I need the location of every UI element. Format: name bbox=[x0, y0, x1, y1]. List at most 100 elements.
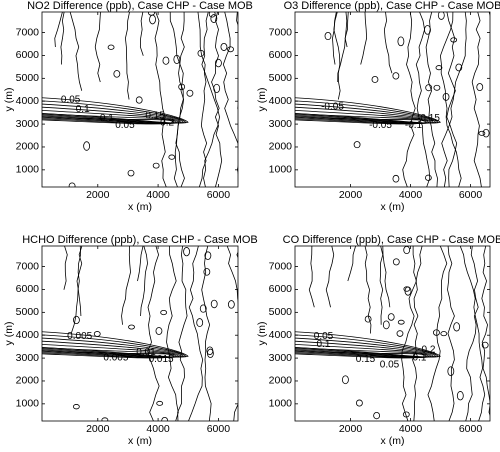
contour-ring bbox=[392, 72, 400, 80]
contour-ring bbox=[155, 327, 163, 335]
x-tick-label: 2000 bbox=[86, 189, 110, 201]
contour-ring bbox=[173, 54, 181, 65]
contour-line bbox=[325, 246, 335, 308]
contour-label: 0.1 bbox=[76, 104, 90, 115]
contour-line bbox=[481, 246, 490, 417]
y-tick-label: 2000 bbox=[269, 141, 293, 153]
contour-line bbox=[360, 12, 368, 65]
contour-label: 0.05 bbox=[380, 360, 400, 371]
contour-label: 0.05 bbox=[115, 120, 135, 131]
contour-label: -0.15 bbox=[417, 113, 440, 124]
contour-line bbox=[188, 246, 204, 421]
contour-ring bbox=[392, 258, 400, 266]
contour-line bbox=[440, 12, 462, 187]
contour-ring bbox=[324, 31, 332, 41]
contour-label: 0.15 bbox=[356, 354, 376, 365]
contour-line bbox=[347, 246, 357, 282]
y-tick-label: 1000 bbox=[269, 398, 293, 410]
contours bbox=[295, 246, 490, 421]
contour-line bbox=[295, 331, 441, 358]
x-tick-label: 2000 bbox=[339, 423, 363, 435]
contour-ring bbox=[450, 37, 458, 43]
contour-ring bbox=[402, 411, 410, 418]
contour-line bbox=[379, 246, 384, 325]
contour-ring bbox=[442, 92, 450, 101]
contour-ring bbox=[203, 268, 211, 276]
contour-ring bbox=[424, 174, 432, 181]
y-tick-label: 1000 bbox=[269, 164, 293, 176]
contour-label: -0.1 bbox=[405, 120, 423, 131]
y-tick-label: 2000 bbox=[16, 141, 40, 153]
contour-line bbox=[222, 12, 238, 175]
contour-ring bbox=[199, 304, 207, 313]
contour-ring bbox=[396, 330, 404, 337]
contour-ring bbox=[72, 404, 80, 410]
y-tick-label: 3000 bbox=[269, 118, 293, 130]
contour-line bbox=[42, 347, 177, 359]
contour-line bbox=[344, 12, 349, 48]
contour-line bbox=[333, 12, 341, 100]
contour-line bbox=[233, 251, 238, 421]
contour-ring bbox=[196, 318, 204, 328]
contour-label: 0.1 bbox=[317, 339, 331, 350]
x-tick-label: 6000 bbox=[459, 423, 483, 435]
contour-ring bbox=[382, 320, 390, 330]
contour-line bbox=[177, 246, 188, 421]
contour-line bbox=[42, 97, 189, 124]
y-tick-label: 3000 bbox=[16, 118, 40, 130]
contour-line bbox=[201, 12, 220, 187]
contour-ring bbox=[481, 341, 489, 349]
contour-line bbox=[401, 246, 417, 421]
contour-line bbox=[42, 331, 189, 358]
x-tick-label: 4000 bbox=[399, 189, 423, 201]
contour-ring bbox=[373, 411, 381, 420]
contour-line bbox=[295, 347, 430, 359]
y-tick-label: 6000 bbox=[269, 49, 293, 61]
x-axis-label: x (m) bbox=[128, 201, 152, 213]
contours bbox=[42, 246, 238, 421]
x-tick-label: 6000 bbox=[207, 423, 231, 435]
x-tick-label: 4000 bbox=[399, 423, 423, 435]
contour-line bbox=[54, 12, 63, 48]
contour-label: -0.05 bbox=[369, 120, 392, 131]
x-tick-label: 6000 bbox=[459, 189, 483, 201]
contour-line bbox=[402, 12, 416, 187]
x-tick-label: 4000 bbox=[146, 423, 170, 435]
y-tick-label: 7000 bbox=[269, 260, 293, 272]
x-axis-label: x (m) bbox=[128, 435, 152, 447]
contour-ring bbox=[168, 154, 176, 160]
contour-ring bbox=[206, 348, 214, 359]
contour-line bbox=[42, 116, 175, 125]
contour-ring bbox=[476, 83, 484, 92]
contour-line bbox=[308, 246, 315, 308]
contour-line bbox=[337, 12, 348, 83]
contour-line bbox=[197, 12, 208, 187]
contour-line bbox=[140, 246, 148, 317]
contour-ring bbox=[210, 14, 218, 23]
contour-line bbox=[295, 116, 427, 125]
y-tick-label: 4000 bbox=[16, 329, 40, 341]
contour-label: 0.1 bbox=[100, 113, 114, 124]
x-axis-label: x (m) bbox=[381, 201, 405, 213]
x-tick-label: 4000 bbox=[146, 189, 170, 201]
contour-ring bbox=[210, 299, 218, 309]
contour-line bbox=[415, 12, 431, 187]
contour-ring bbox=[433, 329, 440, 336]
contour-ring bbox=[447, 366, 455, 377]
y-tick-label: 6000 bbox=[269, 283, 293, 295]
contour-ring bbox=[149, 14, 156, 25]
contour-ring bbox=[204, 251, 212, 260]
contour-line bbox=[147, 246, 160, 421]
contour-line bbox=[295, 340, 434, 358]
contour-label: -0.05 bbox=[321, 102, 344, 113]
contour-ring bbox=[353, 141, 361, 149]
contour-ring bbox=[128, 324, 135, 330]
chart-title: O3 Difference (ppb), Case CHP - Case MOB bbox=[284, 0, 500, 12]
contour-ring bbox=[342, 375, 349, 385]
contour-line bbox=[488, 12, 490, 17]
contour-ring bbox=[178, 83, 186, 91]
contour-ring bbox=[215, 58, 222, 68]
contour-ring bbox=[162, 56, 170, 65]
contour-line bbox=[295, 334, 439, 358]
